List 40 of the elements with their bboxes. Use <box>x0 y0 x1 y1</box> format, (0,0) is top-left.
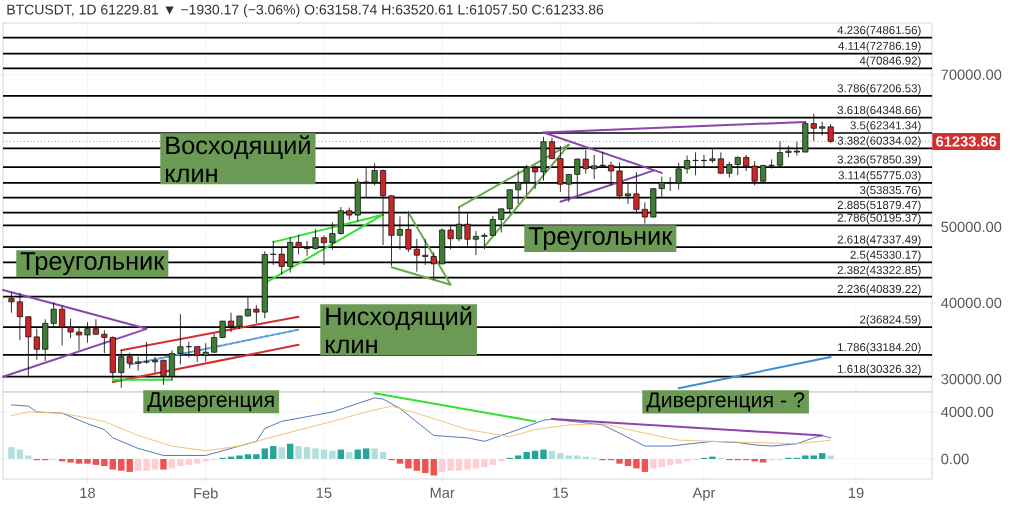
ref-line-label: 4.236(74861.56) <box>837 25 921 37</box>
x-tick-label: 19 <box>848 487 864 499</box>
ref-line-label: 61233.86 <box>936 136 997 147</box>
x-tick-label: 18 <box>80 487 95 499</box>
chart-title: BTCUSDT, 1D 61229.81 ▼ −1930.17 (−3.06%) O:63158.74 H:63520.61 L:61057.50 C:61233.86 <box>7 4 604 18</box>
ref-line-label: 2.382(43322.85) <box>837 265 921 277</box>
ref-line-label: 4(70846.92) <box>859 56 921 67</box>
annotation: Треугольник <box>528 227 673 250</box>
x-tick-label: Apr <box>692 487 716 501</box>
ref-line-label: 3.114(55775.03) <box>838 170 921 182</box>
ref-line-label: 2.5(45330.17) <box>850 250 921 262</box>
y-tick-label: 70000.00 <box>941 69 1002 80</box>
y-tick-label: 4000.00 <box>941 406 994 418</box>
ref-line-label: 2.885(51879.47) <box>837 200 921 212</box>
annotation: Дивергенция <box>147 392 274 412</box>
ref-line-label: 3.382(60334.02) <box>837 136 921 147</box>
ref-line-label: 2.236(40839.22) <box>837 284 921 296</box>
annotation: Восходящий клин <box>165 135 310 183</box>
ref-line-label: 3.786(67206.53) <box>837 83 921 95</box>
annotation: Дивергенция - ? <box>646 392 805 412</box>
x-tick-label: Mar <box>430 487 455 498</box>
y-tick-label: 40000.00 <box>941 297 1002 309</box>
ref-line-label: 2.786(50195.37) <box>837 213 921 225</box>
annotation: Треугольник <box>20 252 165 275</box>
ref-line-label: 3.618(64348.66) <box>837 105 921 117</box>
x-tick-label: 15 <box>553 487 568 498</box>
ref-line-label: 2.618(47337.49) <box>837 235 921 246</box>
ref-line-label: 3.236(57850.39) <box>837 155 921 166</box>
ref-line-label: 3.5(62341.34) <box>850 120 921 132</box>
ref-line-label: 3(53835.76) <box>859 185 921 197</box>
ref-line-label: 1.786(33184.20) <box>838 342 921 354</box>
y-tick-label: 30000.00 <box>941 373 1002 385</box>
ref-line-label: 1.618(30326.32) <box>838 364 921 376</box>
y-tick-label: 50000.00 <box>941 221 1002 233</box>
ref-line-label: 4.114(72786.19) <box>838 41 921 53</box>
x-tick-label: 15 <box>316 487 332 498</box>
y-tick-label: 0.00 <box>941 453 969 465</box>
annotation: Нисходящий клин <box>325 306 472 354</box>
x-tick-label: Feb <box>194 487 218 499</box>
ref-line-label: 2(36824.59) <box>860 315 921 326</box>
